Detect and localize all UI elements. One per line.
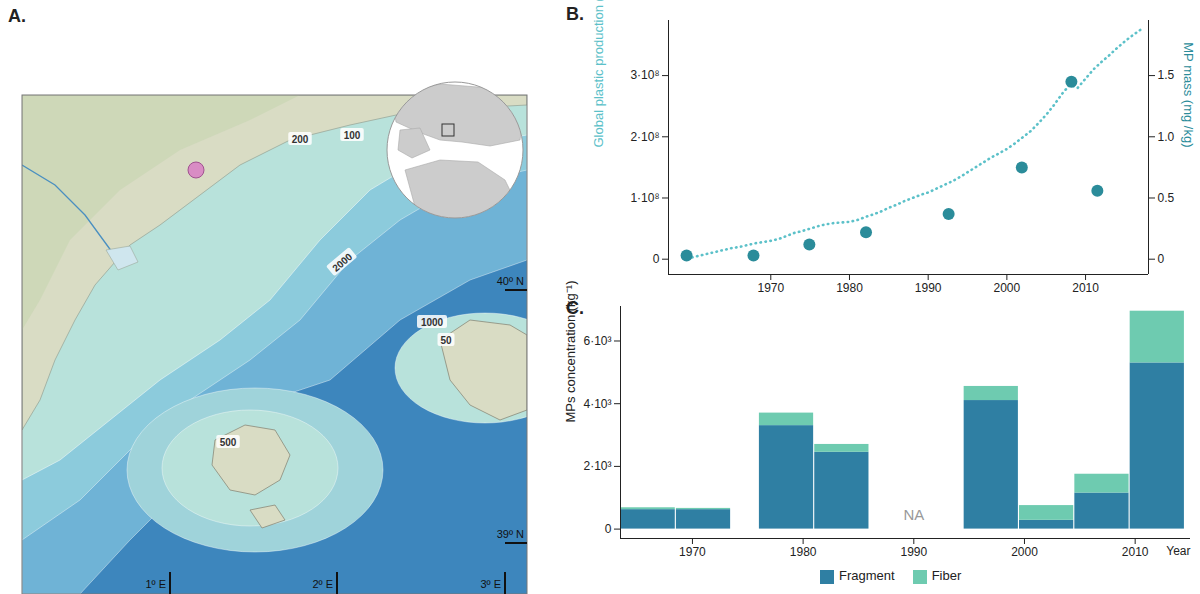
svg-text:MP mass (mg /kg): MP mass (mg /kg) (1181, 42, 1196, 147)
svg-text:40º N: 40º N (497, 275, 524, 287)
svg-text:2010: 2010 (1122, 545, 1149, 559)
svg-text:3·10⁸: 3·10⁸ (630, 68, 659, 82)
svg-text:0: 0 (653, 252, 660, 266)
svg-text:1970: 1970 (757, 281, 784, 295)
svg-text:4·10³: 4·10³ (583, 397, 611, 411)
svg-text:2000: 2000 (330, 251, 354, 274)
svg-text:0.5: 0.5 (1158, 191, 1175, 205)
svg-text:1000: 1000 (421, 317, 444, 328)
svg-text:NA: NA (903, 506, 924, 523)
svg-text:A.: A. (8, 6, 26, 26)
svg-text:2·10³: 2·10³ (583, 459, 611, 473)
svg-text:2000: 2000 (1011, 545, 1038, 559)
svg-text:6·10³: 6·10³ (583, 334, 611, 348)
svg-text:1990: 1990 (915, 281, 942, 295)
svg-text:50: 50 (440, 335, 452, 346)
svg-text:2010: 2010 (1072, 281, 1099, 295)
svg-text:3º E: 3º E (480, 578, 501, 590)
svg-text:500: 500 (220, 437, 237, 448)
svg-text:Global plastic production (ton: Global plastic production (tons) (591, 0, 606, 148)
svg-text:Year: Year (1166, 544, 1190, 558)
svg-text:100: 100 (344, 130, 361, 141)
svg-text:1990: 1990 (900, 545, 927, 559)
svg-text:1980: 1980 (790, 545, 817, 559)
svg-text:2·10⁸: 2·10⁸ (630, 130, 659, 144)
svg-text:2º E: 2º E (312, 578, 333, 590)
svg-text:2000: 2000 (994, 281, 1021, 295)
svg-text:1.0: 1.0 (1158, 130, 1175, 144)
svg-text:MPs concentration (kg⁻¹): MPs concentration (kg⁻¹) (563, 281, 578, 423)
svg-text:1.5: 1.5 (1158, 68, 1175, 82)
svg-text:1º E: 1º E (145, 578, 166, 590)
svg-text:200: 200 (292, 134, 309, 145)
svg-text:0: 0 (1158, 252, 1165, 266)
svg-text:1·10⁸: 1·10⁸ (630, 191, 659, 205)
svg-text:1970: 1970 (679, 545, 706, 559)
svg-text:1980: 1980 (836, 281, 863, 295)
svg-text:0: 0 (605, 522, 612, 536)
svg-text:39º N: 39º N (497, 528, 524, 540)
